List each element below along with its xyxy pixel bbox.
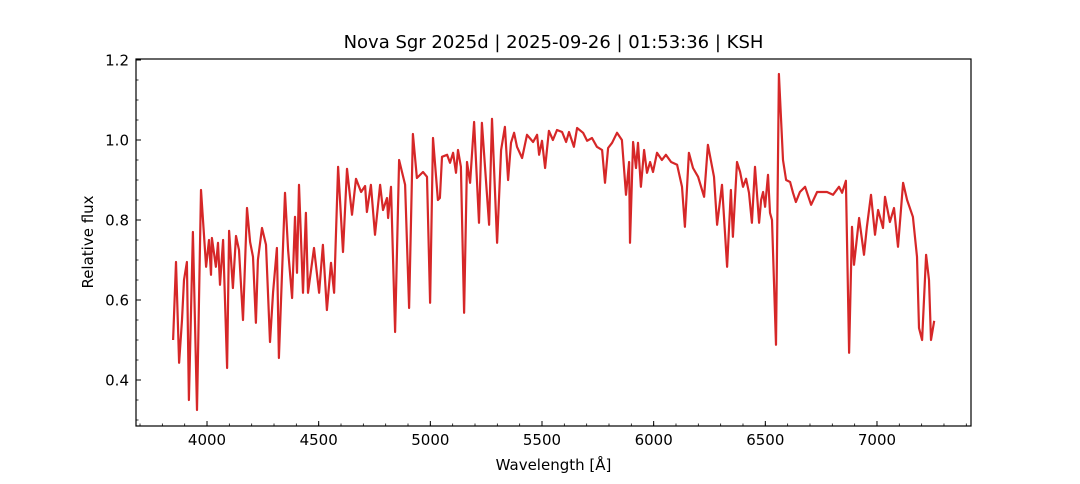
x-tick-label: 7000: [858, 431, 896, 449]
x-tick-label: 4500: [300, 431, 338, 449]
plot-area: [172, 72, 936, 412]
y-tick-label: 1.2: [105, 52, 129, 70]
x-tick-label: 5000: [411, 431, 449, 449]
axis-ticks: 4000 4500 5000 5500 6000 6500 7000 0.4 0.6 0.8 1.0…: [105, 52, 967, 449]
x-tick-label: 4000: [188, 431, 226, 449]
x-tick-label: 6500: [746, 431, 784, 449]
chart-title: Nova Sgr 2025d | 2025-09-26 | 01:53:36 |…: [344, 32, 764, 53]
y-tick-label: 0.4: [105, 372, 129, 390]
x-axis-label: Wavelength [Å]: [496, 455, 612, 474]
y-tick-label: 1.0: [105, 132, 129, 150]
spectrum-line: [172, 72, 936, 412]
y-tick-label: 0.8: [105, 212, 129, 230]
y-axis-label: Relative flux: [79, 195, 97, 288]
x-tick-label: 5500: [523, 431, 561, 449]
axes-frame: [135, 58, 972, 427]
y-tick-label: 0.6: [105, 292, 129, 310]
x-tick-label: 6000: [635, 431, 673, 449]
